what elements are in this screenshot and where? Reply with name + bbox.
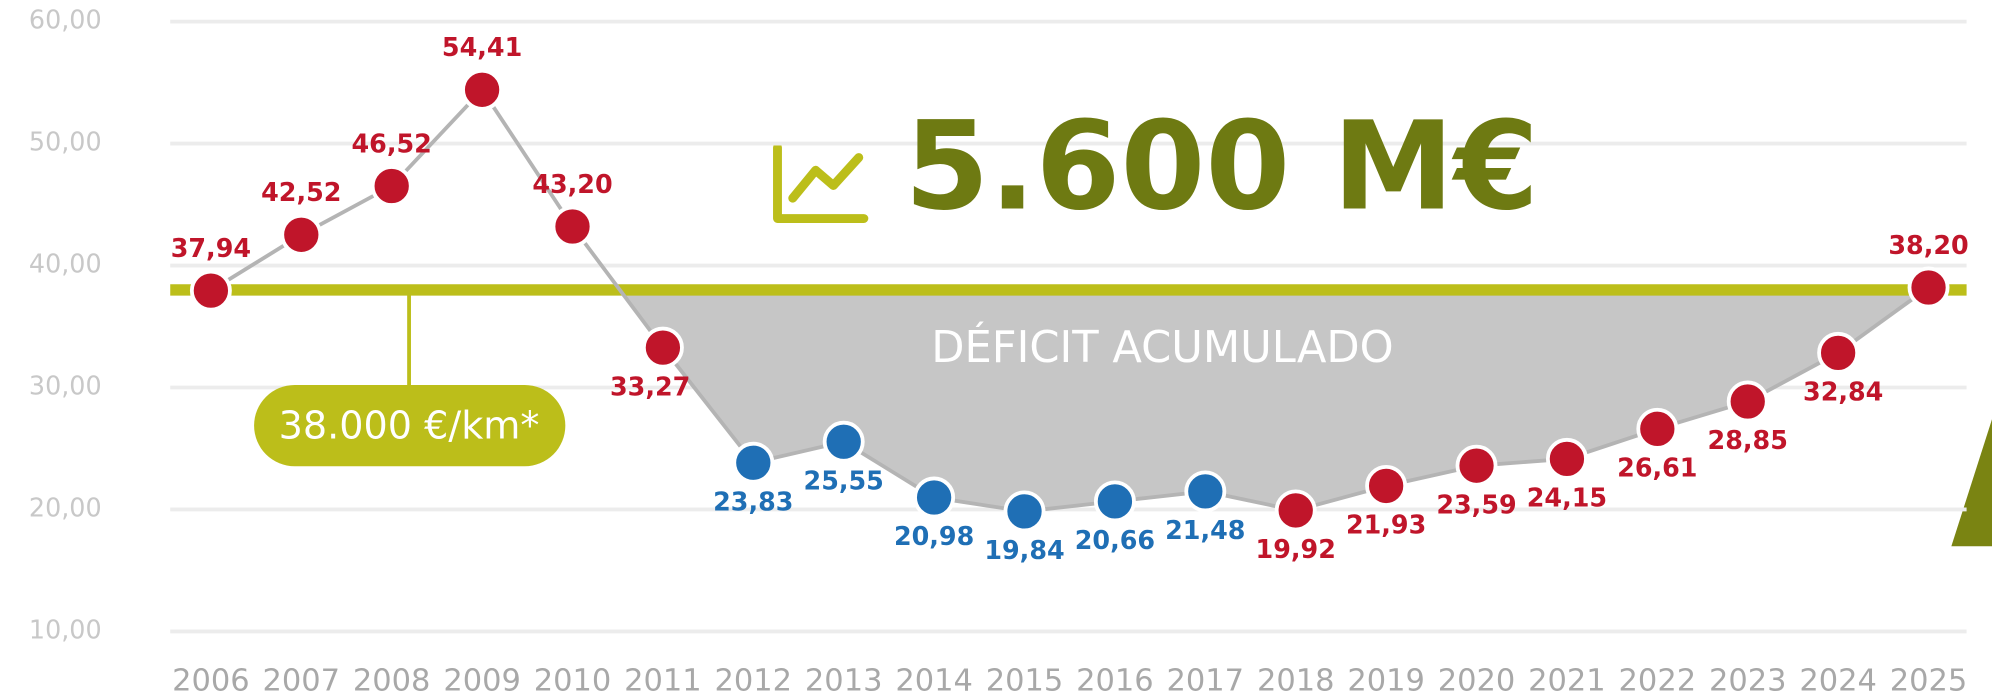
x-tick-label: 2018 (1257, 664, 1335, 698)
value-label: 19,84 (984, 535, 1064, 565)
value-label: 42,52 (261, 177, 341, 207)
y-tick-label: 40,00 (29, 249, 102, 279)
value-label: 43,20 (532, 169, 612, 199)
data-point (1907, 266, 1950, 309)
value-label: 20,66 (1075, 525, 1155, 555)
value-label: 37,94 (171, 233, 251, 263)
x-tick-label: 2006 (172, 664, 250, 698)
x-tick-label: 2007 (263, 664, 341, 698)
x-tick-label: 2016 (1076, 664, 1154, 698)
x-tick-label: 2025 (1890, 664, 1968, 698)
value-label: 19,92 (1256, 534, 1336, 564)
x-tick-label: 2015 (986, 664, 1064, 698)
value-label: 46,52 (352, 128, 432, 158)
value-label: 21,93 (1346, 510, 1426, 540)
value-label: 25,55 (804, 465, 884, 495)
data-point (641, 326, 684, 369)
chart-icon (773, 142, 869, 223)
data-point (461, 68, 504, 111)
y-tick-label: 50,00 (29, 127, 102, 157)
value-label: 38,20 (1888, 230, 1968, 260)
x-tick-label: 2023 (1709, 664, 1787, 698)
x-tick-label: 2024 (1799, 664, 1877, 698)
data-point (1455, 444, 1498, 487)
data-point (280, 213, 323, 256)
deficit-area (210, 289, 1926, 512)
data-point (1274, 489, 1317, 532)
x-tick-label: 2010 (534, 664, 612, 698)
value-label: 24,15 (1527, 482, 1607, 512)
y-tick-label: 60,00 (29, 5, 102, 35)
data-point (370, 165, 413, 207)
value-label: 20,98 (894, 521, 974, 551)
value-label: 32,84 (1803, 377, 1883, 407)
data-point (1003, 490, 1046, 533)
callout-label: 38.000 €/km* (279, 404, 540, 448)
data-point (1636, 407, 1679, 450)
value-label: 28,85 (1708, 425, 1788, 455)
decor-triangle (1951, 419, 1992, 547)
y-tick-label: 10,00 (29, 614, 102, 644)
x-tick-label: 2019 (1347, 664, 1425, 698)
area-label: DÉFICIT ACUMULADO (931, 322, 1393, 373)
x-tick-label: 2021 (1528, 664, 1606, 698)
x-tick-label: 2009 (443, 664, 521, 698)
data-point (1817, 331, 1860, 374)
data-point (913, 476, 956, 519)
y-tick-label: 30,00 (29, 370, 102, 400)
value-label: 26,61 (1617, 452, 1697, 482)
y-tick-label: 20,00 (29, 492, 102, 522)
data-point (732, 441, 775, 484)
data-point (189, 269, 232, 312)
data-point (1184, 470, 1227, 513)
data-point (1545, 437, 1588, 480)
data-point (1365, 464, 1408, 507)
data-point (1093, 480, 1136, 523)
x-tick-label: 2017 (1167, 664, 1245, 698)
value-label: 23,59 (1436, 489, 1516, 519)
value-label: 33,27 (610, 371, 690, 401)
callout-box (254, 384, 566, 467)
chart-title: 5.600 M€ (905, 96, 1539, 238)
x-tick-label: 2012 (715, 664, 793, 698)
value-label: 23,83 (713, 486, 793, 516)
x-tick-label: 2014 (895, 664, 973, 698)
value-label: 54,41 (442, 32, 522, 62)
data-point (1726, 380, 1769, 423)
x-tick-label: 2022 (1619, 664, 1697, 698)
x-tick-label: 2011 (624, 664, 702, 698)
x-tick-label: 2020 (1438, 664, 1516, 698)
value-label: 21,48 (1165, 515, 1245, 545)
x-tick-label: 2013 (805, 664, 883, 698)
data-point (822, 420, 865, 463)
x-tick-label: 2008 (353, 664, 431, 698)
data-point (551, 205, 594, 248)
